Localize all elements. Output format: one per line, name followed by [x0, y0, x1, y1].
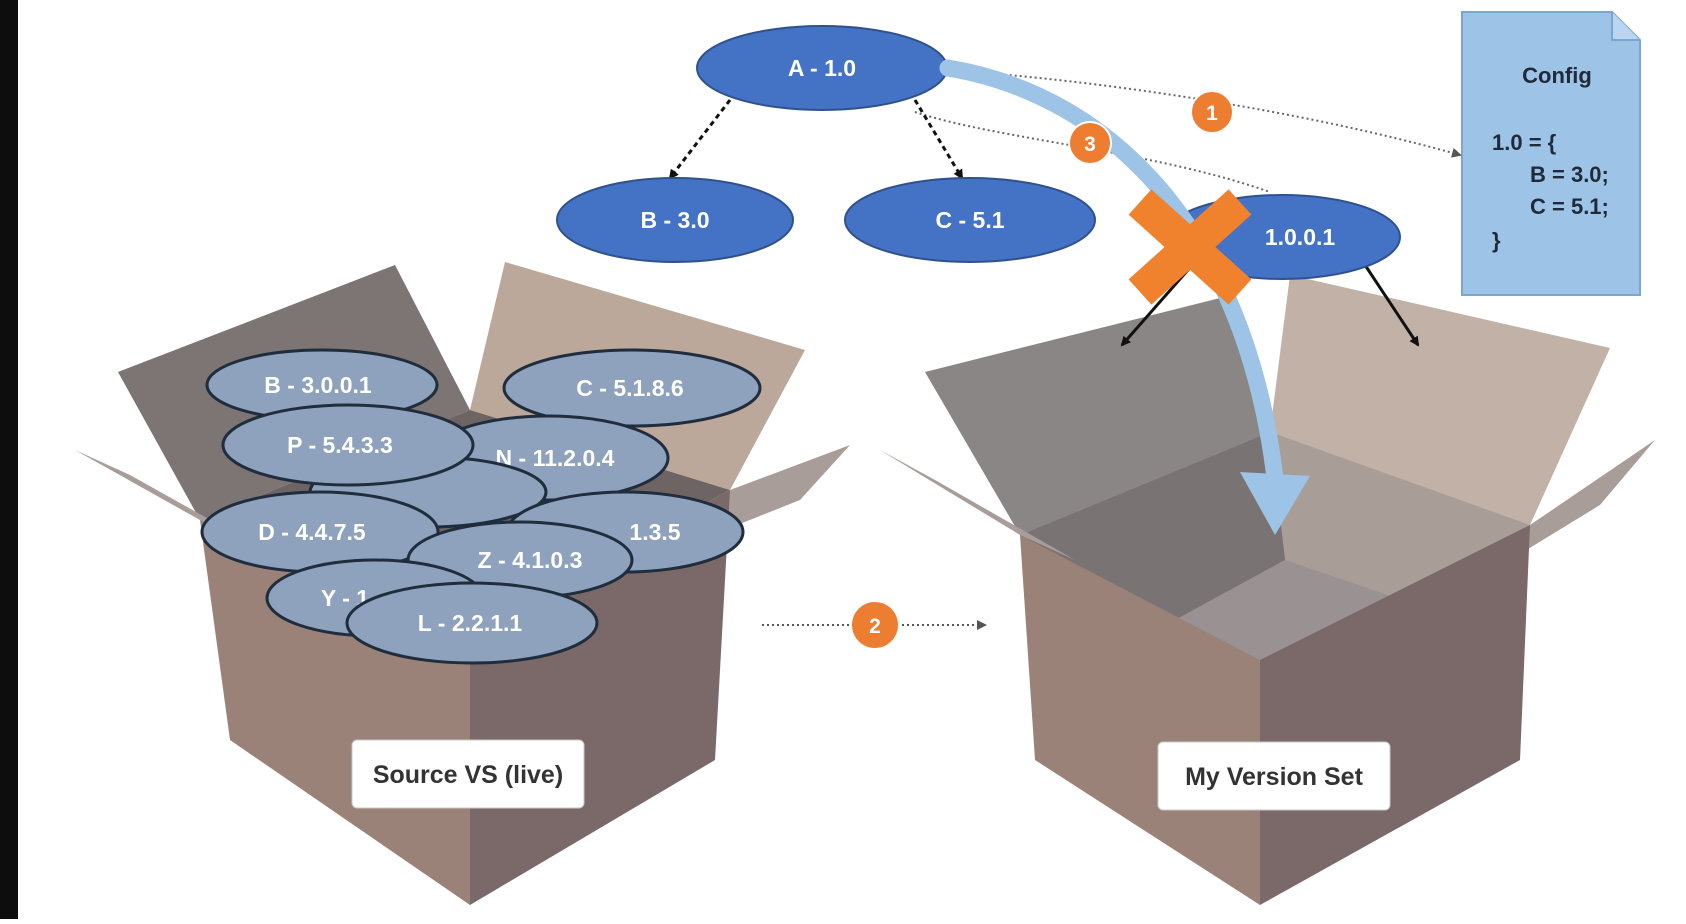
step-badge-1-label: 1	[1206, 102, 1218, 125]
node-rejected-label: 1.0.0.1	[1265, 224, 1336, 250]
config-line-3: C = 5.1;	[1530, 194, 1609, 219]
target-box-label: My Version Set	[1157, 741, 1391, 811]
node-b: B - 3.0	[556, 177, 794, 263]
package-b: B - 3.0.0.1	[205, 348, 439, 422]
config-document: Config 1.0 = { B = 3.0; C = 5.1; }	[1461, 11, 1641, 296]
config-title: Config	[1522, 63, 1592, 88]
reject-cross-icon	[1128, 189, 1252, 305]
config-line-2: B = 3.0;	[1530, 162, 1609, 187]
step-badge-2: 2	[850, 600, 900, 650]
tree-edge-a-b	[668, 99, 732, 180]
target-box	[880, 275, 1655, 905]
target-box-side-flap-left	[880, 450, 1075, 560]
target-box-label-text: My Version Set	[1185, 763, 1364, 791]
package-m-label: 1.3.5	[629, 519, 680, 545]
package-b-label: B - 3.0.0.1	[264, 372, 372, 398]
left-edge-bar	[0, 0, 18, 919]
config-line-1: 1.0 = {	[1492, 130, 1557, 155]
rejected-edge-right	[1363, 264, 1420, 347]
package-d: D - 4.4.7.5	[200, 490, 440, 574]
target-box-front-left	[1020, 535, 1260, 905]
config-line-4: }	[1492, 228, 1501, 253]
target-box-back-left-flap	[925, 298, 1270, 535]
package-d-label: D - 4.4.7.5	[258, 519, 366, 545]
source-packages: B - 3.0.0.1 C - 5.1.8.6 N - 11.2.0.4 P -…	[200, 348, 762, 665]
source-box-label: Source VS (live)	[351, 739, 585, 809]
node-c: C - 5.1	[844, 177, 1096, 263]
package-n-label: N - 11.2.0.4	[496, 445, 615, 471]
package-z-label: Z - 4.1.0.3	[478, 547, 583, 573]
package-p-label: P - 5.4.3.3	[287, 432, 393, 458]
step-badge-1: 1	[1190, 90, 1234, 134]
node-root: A - 1.0	[696, 25, 948, 111]
source-box-label-text: Source VS (live)	[373, 761, 563, 789]
target-box-back-right-flap	[1270, 275, 1610, 525]
step-badge-3-label: 3	[1084, 133, 1096, 156]
flow-arrow	[939, 59, 1310, 535]
step-badge-2-label: 2	[869, 615, 881, 638]
node-b-label: B - 3.0	[640, 207, 709, 233]
package-p: P - 5.4.3.3	[221, 403, 475, 487]
node-root-label: A - 1.0	[788, 55, 856, 81]
package-c: C - 5.1.8.6	[502, 348, 762, 428]
tree-edge-a-c	[913, 99, 964, 180]
package-c-label: C - 5.1.8.6	[576, 375, 683, 401]
source-box-side-flap-right	[712, 445, 850, 535]
package-l-label: L - 2.2.1.1	[418, 610, 523, 636]
package-l: L - 2.2.1.1	[345, 581, 599, 665]
step-badge-3: 3	[1068, 121, 1112, 165]
node-c-label: C - 5.1	[935, 207, 1004, 233]
target-box-side-flap-right	[1510, 440, 1655, 560]
config-link-line	[944, 69, 1462, 158]
